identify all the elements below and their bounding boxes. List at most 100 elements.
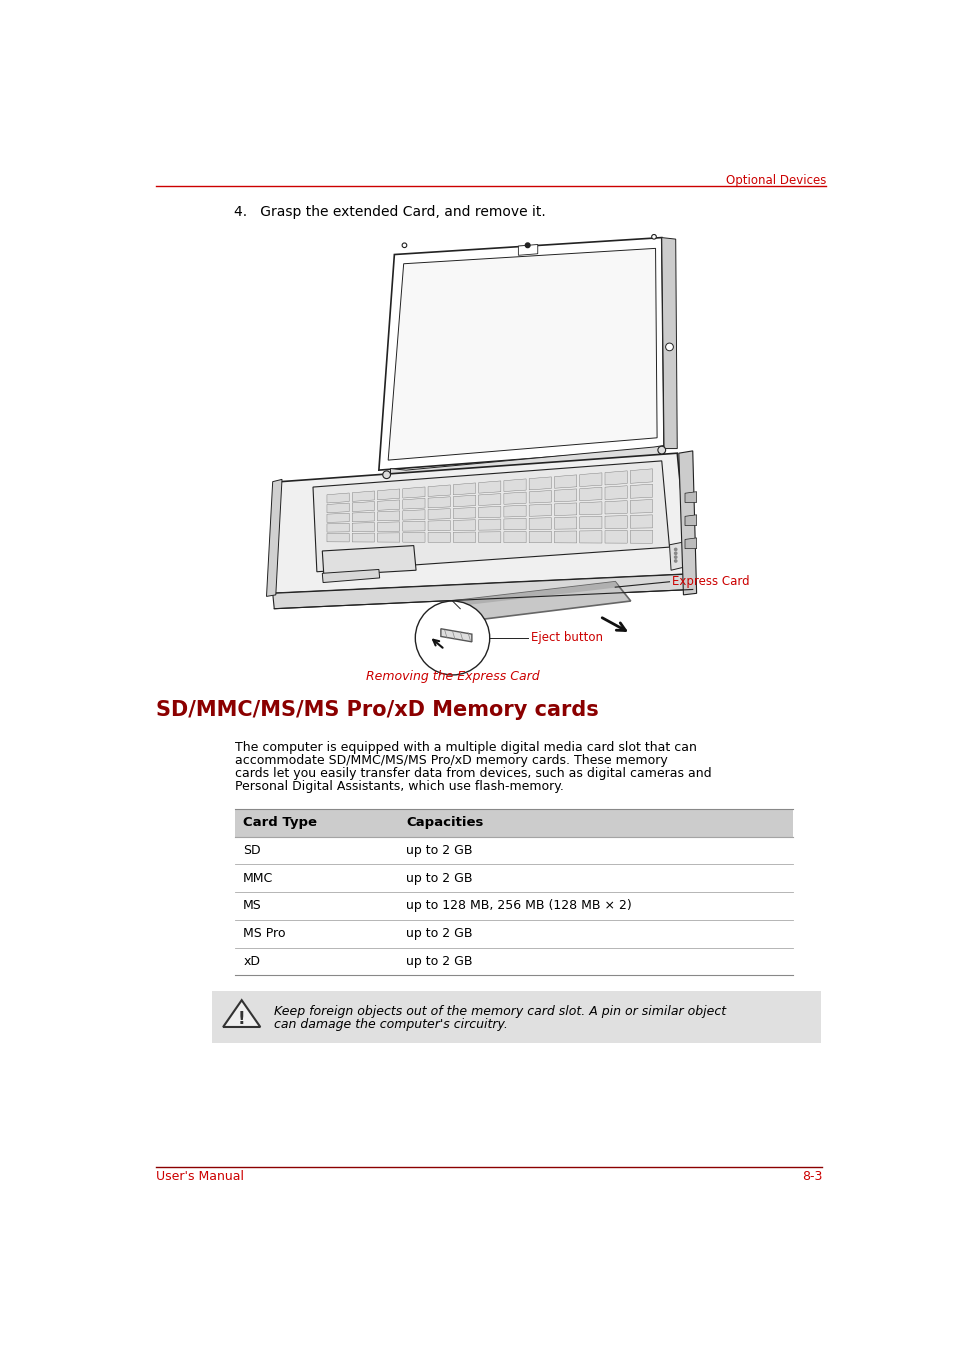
Polygon shape (630, 469, 652, 484)
Polygon shape (684, 492, 696, 503)
Polygon shape (604, 471, 626, 485)
Polygon shape (630, 484, 652, 499)
Text: The computer is equipped with a multiple digital media card slot that can: The computer is equipped with a multiple… (235, 742, 697, 754)
Polygon shape (402, 521, 425, 531)
Polygon shape (684, 515, 696, 526)
Polygon shape (402, 509, 425, 520)
Polygon shape (352, 534, 375, 542)
Polygon shape (377, 521, 399, 531)
Text: MS Pro: MS Pro (243, 927, 286, 940)
Circle shape (382, 471, 390, 478)
Polygon shape (579, 501, 601, 515)
Polygon shape (529, 490, 551, 503)
Polygon shape (554, 474, 576, 488)
Polygon shape (327, 513, 349, 523)
Polygon shape (452, 582, 618, 607)
Polygon shape (322, 546, 416, 576)
Polygon shape (503, 492, 526, 504)
Circle shape (674, 559, 676, 562)
Polygon shape (377, 489, 399, 500)
Circle shape (674, 553, 676, 554)
Text: Capacities: Capacities (406, 816, 483, 830)
Polygon shape (554, 517, 576, 530)
Polygon shape (669, 542, 686, 570)
Polygon shape (630, 500, 652, 513)
Polygon shape (428, 497, 450, 508)
Text: Keep foreign objects out of the memory card slot. A pin or similar object: Keep foreign objects out of the memory c… (274, 1005, 725, 1017)
Polygon shape (266, 480, 282, 596)
Polygon shape (529, 517, 551, 530)
Polygon shape (503, 505, 526, 517)
Polygon shape (579, 488, 601, 501)
Polygon shape (402, 532, 425, 542)
Text: Express Card: Express Card (671, 576, 749, 588)
Text: Personal Digital Assistants, which use flash-memory.: Personal Digital Assistants, which use f… (235, 781, 564, 793)
Text: cards let you easily transfer data from devices, such as digital cameras and: cards let you easily transfer data from … (235, 767, 711, 781)
Polygon shape (453, 520, 476, 531)
Polygon shape (402, 486, 425, 499)
Polygon shape (503, 519, 526, 530)
Polygon shape (440, 628, 472, 642)
Polygon shape (327, 523, 349, 532)
Bar (212, 990, 820, 1043)
Polygon shape (453, 496, 476, 507)
Circle shape (674, 549, 676, 551)
Text: 4.   Grasp the extended Card, and remove it.: 4. Grasp the extended Card, and remove i… (233, 205, 545, 219)
Polygon shape (529, 531, 551, 543)
Polygon shape (428, 532, 450, 542)
Polygon shape (453, 532, 476, 543)
Polygon shape (327, 534, 349, 542)
Polygon shape (529, 477, 551, 490)
Polygon shape (352, 512, 375, 521)
Polygon shape (322, 570, 379, 582)
Circle shape (665, 343, 673, 351)
Text: MS: MS (243, 900, 262, 912)
Polygon shape (428, 508, 450, 519)
Polygon shape (529, 504, 551, 516)
Polygon shape (352, 490, 375, 501)
Text: accommodate SD/MMC/MS/MS Pro/xD memory cards. These memory: accommodate SD/MMC/MS/MS Pro/xD memory c… (235, 754, 667, 767)
Circle shape (658, 446, 665, 454)
Polygon shape (273, 453, 688, 593)
Polygon shape (517, 245, 537, 255)
Polygon shape (390, 446, 663, 480)
Polygon shape (604, 486, 626, 500)
Circle shape (402, 243, 406, 247)
Polygon shape (579, 531, 601, 543)
Polygon shape (579, 516, 601, 528)
Polygon shape (453, 508, 476, 519)
Polygon shape (352, 523, 375, 532)
Polygon shape (478, 519, 500, 530)
Polygon shape (604, 501, 626, 513)
Circle shape (651, 235, 656, 239)
Polygon shape (327, 503, 349, 513)
Text: 8-3: 8-3 (801, 1170, 821, 1183)
Text: SD: SD (243, 844, 260, 857)
Polygon shape (604, 516, 626, 528)
Polygon shape (273, 574, 692, 609)
Text: !: ! (237, 1011, 245, 1028)
Polygon shape (661, 238, 677, 449)
Polygon shape (478, 507, 500, 517)
Polygon shape (428, 520, 450, 531)
Text: up to 2 GB: up to 2 GB (406, 927, 472, 940)
Polygon shape (630, 515, 652, 528)
Text: Card Type: Card Type (243, 816, 317, 830)
Polygon shape (503, 531, 526, 543)
Text: SD/MMC/MS/MS Pro/xD Memory cards: SD/MMC/MS/MS Pro/xD Memory cards (155, 700, 598, 720)
Polygon shape (402, 499, 425, 509)
Text: Optional Devices: Optional Devices (725, 174, 825, 186)
Polygon shape (684, 538, 696, 549)
Polygon shape (630, 530, 652, 543)
Polygon shape (679, 451, 696, 594)
Polygon shape (478, 493, 500, 505)
Text: can damage the computer's circuitry.: can damage the computer's circuitry. (274, 1017, 508, 1031)
Polygon shape (453, 482, 476, 494)
Polygon shape (377, 532, 399, 542)
Text: up to 128 MB, 256 MB (128 MB × 2): up to 128 MB, 256 MB (128 MB × 2) (406, 900, 631, 912)
Text: Eject button: Eject button (530, 631, 602, 644)
Text: up to 2 GB: up to 2 GB (406, 871, 472, 885)
Polygon shape (377, 500, 399, 511)
Polygon shape (554, 531, 576, 543)
Polygon shape (503, 478, 526, 492)
